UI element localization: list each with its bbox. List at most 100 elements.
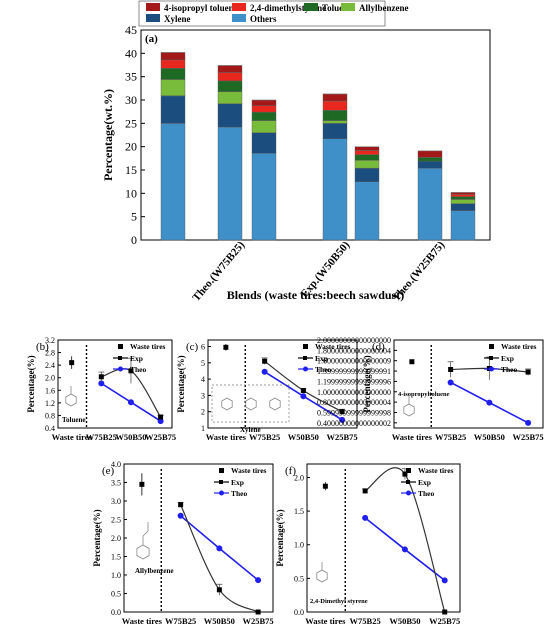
x-tick-label: W50B50 xyxy=(474,432,505,442)
x-axis-label-a: Blends (waste tires:beech sawdust) xyxy=(227,288,404,302)
y-tick-label-a: 30 xyxy=(125,93,137,107)
x-tick-label: W50B50 xyxy=(288,432,319,442)
legend-marker-waste xyxy=(406,468,411,473)
compound-label: 4-isopropyltoluene xyxy=(398,391,450,398)
legend-a: 4-isopropyl toluene 2,4-dimethylstyreneTo… xyxy=(138,0,409,27)
stacked-bar-segment xyxy=(217,91,243,104)
theo-point xyxy=(339,416,346,423)
y-tick-label: 3.2 xyxy=(45,336,55,345)
theo-point xyxy=(525,419,532,426)
stacked-bar-segment xyxy=(160,95,186,124)
chart-a: 051015202530354045Percentage(wt.%)(a)The… xyxy=(101,0,491,304)
legend-marker-theo xyxy=(303,366,308,372)
exp-point xyxy=(216,587,222,593)
y-tick-label: 0.59999999999999998 xyxy=(317,408,391,417)
panel-label: (b) xyxy=(36,341,49,353)
y-axis-label-a: Percentage(wt.%) xyxy=(101,89,115,181)
y-tick-label: 0.40000000000000002 xyxy=(317,419,391,428)
theo-point xyxy=(261,368,268,375)
stacked-bar-segment xyxy=(160,52,186,61)
x-tick-label: W25B75 xyxy=(513,432,544,442)
theo-point xyxy=(157,418,164,425)
x-tick-label: W25B75 xyxy=(327,432,358,442)
theo-point xyxy=(441,577,448,584)
legend-label: Waste tires xyxy=(501,342,537,351)
x-tick-label: W75B25 xyxy=(86,432,117,442)
legend-marker-waste xyxy=(118,344,123,349)
legend-marker-theo xyxy=(118,366,123,372)
stacked-bar-segment xyxy=(160,68,186,80)
legend-label: Theo xyxy=(130,365,147,374)
legend-label: Theo xyxy=(315,365,332,374)
x-tick-label: W25B75 xyxy=(429,616,460,624)
stacked-bar-segment xyxy=(354,154,380,161)
y-tick-label: 1.60000000000000009 xyxy=(317,357,391,366)
legend-label-a: 4-isopropyl toluene xyxy=(164,3,238,13)
waste-tires-point xyxy=(223,344,229,350)
exp-point xyxy=(98,374,104,380)
stacked-bar-segment xyxy=(354,167,380,182)
stacked-bar-segment xyxy=(450,203,476,211)
chart-d: 0.40000000000000002 0.599999999999999980.… xyxy=(317,336,544,442)
panel-label: (f) xyxy=(285,465,296,477)
stacked-bar-segment xyxy=(417,167,443,241)
2,4-dimethylstyrene-structure-icon xyxy=(316,569,328,583)
stacked-bar-segment xyxy=(160,59,186,69)
theo-point xyxy=(127,399,134,406)
y-tick-label: 2.0 xyxy=(294,473,304,482)
chart-f: 0.0 0.5 1.0 1.5 2.0 Percentage(%) Waste tires W… xyxy=(275,463,461,624)
y-axis-label: Percentage(%) xyxy=(362,355,372,412)
y-tick-label: 1.2 xyxy=(45,399,55,408)
stacked-bar-segment xyxy=(251,99,277,106)
exp-curve xyxy=(180,504,259,613)
y-tick-label-a: 10 xyxy=(125,186,137,200)
x-tick-label: W50B50 xyxy=(389,616,420,624)
stacked-bar-segment xyxy=(322,120,348,124)
y-tick-label-a: 15 xyxy=(125,163,137,177)
stacked-bar-segment xyxy=(354,150,380,155)
plot-frame xyxy=(57,339,173,429)
y-axis-label: Percentage(%) xyxy=(275,509,285,566)
y-tick-label-a: 35 xyxy=(125,70,137,84)
compound-label: Allylbenzene xyxy=(135,567,174,575)
y-tick-label: 0.5 xyxy=(111,590,121,599)
p-xylene-structure-icon xyxy=(269,397,281,411)
exp-point xyxy=(128,368,134,374)
stacked-bar-segment xyxy=(322,100,348,111)
stacked-bar-segment xyxy=(417,160,443,169)
exp-point xyxy=(178,502,184,508)
stacked-bar-segment xyxy=(450,196,476,200)
stacked-bar-segment xyxy=(322,93,348,102)
stacked-bar-segment xyxy=(217,72,243,82)
stacked-bar-segment xyxy=(217,80,243,92)
panel-label: (d) xyxy=(372,341,385,353)
y-tick-label-a: 20 xyxy=(125,140,137,154)
y-tick-label: 3.5 xyxy=(111,479,121,488)
waste-tires-point xyxy=(322,483,328,489)
legend-marker-exp xyxy=(118,356,122,360)
stacked-bar-segment xyxy=(354,146,380,151)
theo-point xyxy=(362,514,369,521)
stacked-bar-segment xyxy=(450,199,476,204)
y-tick-label: 2.4 xyxy=(45,361,55,370)
stacked-bar-segment xyxy=(450,194,476,197)
stacked-bar-segment xyxy=(417,150,443,158)
plot-frame-a xyxy=(140,29,491,241)
y-tick-label: 0.4 xyxy=(45,424,55,433)
y-tick-label: 2.8 xyxy=(45,349,55,358)
x-tick-label: W25B75 xyxy=(145,432,176,442)
x-tick-label: Waste tires xyxy=(52,432,93,442)
legend-label: Waste tires xyxy=(418,466,454,475)
legend-swatch-a xyxy=(232,14,246,22)
exp-point xyxy=(262,358,268,364)
y-tick-label: 1.0 xyxy=(294,541,304,550)
exp-point xyxy=(525,369,531,375)
legend-label: Theo xyxy=(501,365,518,374)
y-tick-label: 1.0 xyxy=(111,571,121,580)
legend-label: Waste tires xyxy=(315,342,351,351)
y-tick-label: 1.19999999999999996 xyxy=(317,377,391,386)
stacked-bar-segment xyxy=(322,123,348,139)
legend-marker-waste xyxy=(303,344,308,349)
